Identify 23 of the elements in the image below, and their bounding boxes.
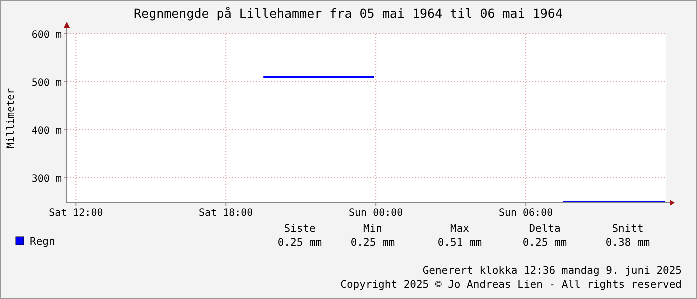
legend-label: Regn (30, 236, 56, 248)
text: Min (364, 223, 382, 235)
text: Generert klokka 12:36 mandag 9. juni 2025 (422, 265, 682, 277)
y-tick-label: 400 m (32, 126, 62, 138)
text: 0.25 mm (278, 237, 322, 249)
text: 0.25 mm (522, 237, 568, 249)
x-tick-label: Sat 12:00 (49, 208, 104, 219)
chart-title: Regnmengde på Lillehammer fra 05 mai 1964 til 06 mai 1964 (134, 6, 563, 21)
y-tick-label: 300 m (32, 174, 62, 186)
text: Siste (284, 223, 316, 235)
text: 0.51 mm (438, 237, 482, 249)
text: Delta (529, 223, 561, 235)
text: Snitt (612, 223, 644, 235)
x-tick-label: Sat 18:00 (199, 208, 254, 219)
x-tick-label: Sun 06:00 (498, 208, 554, 219)
text: Copyright 2025 © Jo Andreas Lien - All rights reserved (340, 279, 682, 291)
y-tick-label: 500 m (32, 78, 62, 90)
text: Max (450, 223, 470, 235)
text: 0.25 mm (350, 237, 396, 249)
y-axis-title: Millimeter (6, 88, 17, 149)
y-tick-label: 600 m (32, 30, 62, 41)
x-tick-label: Sun 00:00 (348, 208, 404, 219)
text: 0.38 mm (606, 237, 650, 249)
